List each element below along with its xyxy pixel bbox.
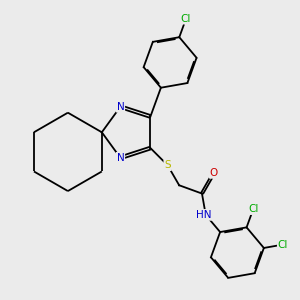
Text: Cl: Cl	[181, 14, 191, 24]
Text: S: S	[164, 160, 171, 170]
Text: Cl: Cl	[278, 240, 288, 250]
Text: Cl: Cl	[248, 204, 258, 214]
Text: N: N	[116, 153, 124, 163]
Text: O: O	[210, 168, 218, 178]
Text: N: N	[116, 102, 124, 112]
Text: HN: HN	[196, 210, 212, 220]
